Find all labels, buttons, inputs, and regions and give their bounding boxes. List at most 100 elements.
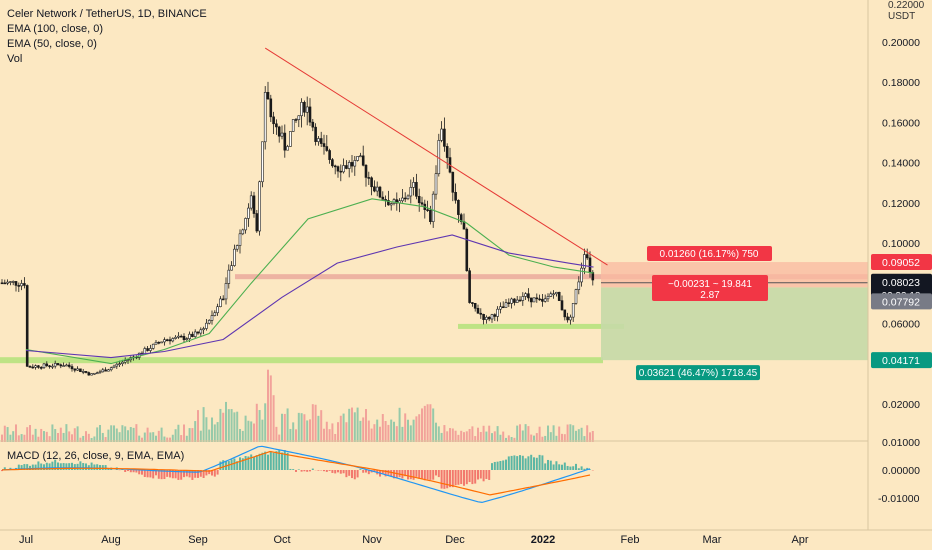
volume-bar — [45, 431, 48, 442]
macd-histogram-bar — [384, 470, 387, 477]
macd-histogram-bar — [440, 470, 443, 489]
macd-histogram-bar — [163, 470, 166, 480]
volume-bar — [247, 420, 250, 442]
candle-body — [507, 302, 511, 304]
candle-body — [151, 343, 155, 349]
pnl-line1: −0.00231 ~ 19.841 — [668, 279, 752, 290]
macd-histogram-bar — [208, 470, 211, 475]
candle-body — [518, 299, 522, 302]
candle-body — [51, 365, 54, 368]
macd-histogram-bar — [339, 470, 342, 474]
volume-bar — [40, 428, 43, 442]
candle-body — [314, 126, 317, 142]
volume-bar — [558, 426, 561, 442]
macd-histogram-bar — [267, 454, 269, 470]
candle-body — [154, 341, 158, 345]
volume-bar — [566, 424, 569, 442]
candle-body — [93, 372, 96, 375]
volume-bar — [233, 412, 236, 442]
candle-body — [571, 303, 575, 318]
macd-histogram-bar — [90, 462, 93, 470]
volume-bar — [281, 413, 283, 442]
volume-bar — [17, 435, 20, 442]
macd-histogram-bar — [563, 462, 566, 470]
macd-histogram-bar — [132, 470, 135, 473]
volume-bar — [205, 417, 208, 442]
volume-bar — [219, 408, 222, 442]
volume-bar — [104, 437, 107, 442]
macd-histogram-bar — [547, 459, 549, 470]
macd-histogram-bar — [580, 466, 583, 470]
candle-body — [574, 289, 578, 304]
pnl-info-bg — [652, 275, 768, 301]
volume-bar — [337, 422, 339, 442]
candle-body — [412, 182, 415, 188]
macd-histogram-bar — [351, 470, 353, 479]
candle-body — [182, 336, 186, 340]
macd-histogram-bar — [530, 454, 533, 470]
macd-histogram-bar — [334, 470, 337, 474]
candle-body — [165, 339, 169, 342]
macd-histogram-bar — [17, 464, 20, 470]
volume-bar — [311, 404, 314, 442]
macd-histogram-bar — [457, 470, 460, 485]
volume-bar — [15, 424, 17, 442]
macd-histogram-bar — [328, 470, 331, 471]
candle-body — [244, 218, 247, 231]
macd-histogram-bar — [3, 467, 6, 470]
macd-histogram-bar — [107, 468, 110, 470]
volume-bar — [409, 425, 412, 442]
macd-histogram-bar — [435, 470, 437, 476]
volume-bar — [348, 408, 351, 442]
volume-bar — [34, 428, 37, 442]
volume-bar — [216, 422, 219, 442]
volume-bar — [48, 436, 51, 442]
macd-histogram-bar — [138, 470, 141, 475]
volume-bar — [3, 425, 6, 442]
macd-histogram-bar — [143, 470, 146, 477]
macd-histogram-bar — [247, 456, 250, 470]
macd-histogram-bar — [507, 456, 510, 470]
y-tick-label: 0.16000 — [882, 117, 920, 129]
candle-body — [546, 296, 550, 300]
volume-bar — [309, 419, 311, 442]
volume-bar — [62, 432, 65, 442]
macd-histogram-bar — [160, 470, 163, 480]
volume-bar — [90, 437, 93, 442]
volume-bar — [177, 424, 180, 442]
macd-histogram-bar — [278, 450, 281, 470]
candle-body — [476, 307, 480, 314]
macd-histogram-bar — [465, 470, 468, 485]
volume-bar — [124, 426, 127, 442]
candle-body — [375, 186, 379, 192]
macd-histogram-bar — [292, 469, 295, 470]
candle-body — [221, 298, 225, 301]
candle-body — [37, 365, 40, 368]
volume-bar — [79, 437, 82, 442]
volume-bar — [244, 415, 247, 442]
macd-histogram-bar — [85, 463, 87, 470]
volume-bar — [533, 435, 535, 442]
candle-body — [9, 281, 12, 283]
volume-bar — [202, 407, 205, 442]
macd-histogram-bar — [404, 470, 407, 477]
macd-histogram-bar — [454, 470, 457, 486]
volume-bar — [155, 435, 157, 442]
candle-body — [205, 322, 208, 329]
macd-histogram-bar — [463, 470, 465, 486]
macd-histogram-bar — [572, 466, 575, 470]
candle-body — [109, 367, 113, 371]
macd-histogram-bar — [250, 454, 253, 470]
volume-bar — [370, 428, 373, 442]
macd-histogram-bar — [527, 456, 530, 470]
candle-body — [25, 285, 29, 367]
candle-body — [17, 285, 21, 287]
volume-bar — [51, 424, 54, 442]
volume-bar — [57, 432, 59, 442]
candle-body — [73, 368, 77, 371]
volume-bar — [505, 437, 507, 442]
candle-body — [434, 173, 438, 195]
candle-body — [70, 366, 74, 370]
volume-bar — [454, 430, 457, 442]
